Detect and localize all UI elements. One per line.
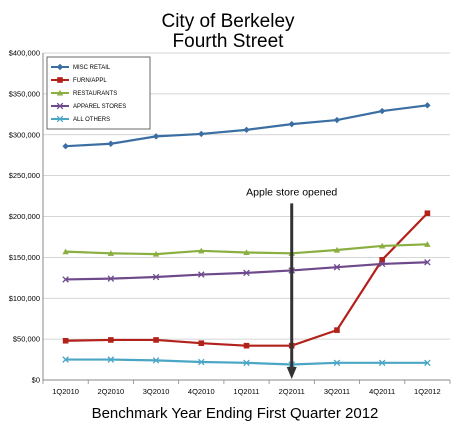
data-point-restaurants — [378, 242, 386, 249]
data-point-furn-appl — [243, 342, 250, 349]
x-tick-label: 1Q2011 — [233, 387, 259, 396]
data-point-restaurants — [107, 250, 115, 256]
series-line-furn-appl — [65, 212, 429, 347]
chart-title: City of Berkeley — [161, 11, 295, 32]
data-point-furn-appl — [424, 210, 431, 217]
data-point-apparel-stores — [198, 271, 205, 278]
y-tick-label: $250,000 — [9, 171, 40, 180]
data-point-all-others — [243, 359, 250, 367]
data-point-apparel-stores — [152, 273, 160, 281]
data-point-misc-retail — [424, 102, 431, 109]
data-point-misc-retail — [243, 126, 250, 134]
data-point-furn-appl — [108, 337, 114, 343]
legend-label-furn-appl: FURN/APPL — [73, 78, 107, 84]
data-point-furn-appl — [334, 327, 340, 333]
data-point-restaurants — [62, 248, 69, 255]
data-point-misc-retail — [152, 133, 160, 140]
data-point-apparel-stores — [243, 269, 250, 277]
legend-label-all-others: ALL OTHERS — [73, 117, 110, 123]
data-point-all-others — [333, 359, 341, 367]
legend-marker-apparel-stores — [56, 102, 64, 110]
data-point-all-others — [378, 359, 386, 367]
data-point-all-others — [62, 356, 69, 363]
legend-label-restaurants: RESTAURANTS — [73, 91, 117, 97]
data-point-misc-retail — [62, 142, 69, 150]
x-tick-label: 1Q2010 — [52, 387, 79, 396]
data-point-restaurants — [424, 241, 431, 247]
legend-marker-furn-appl — [57, 77, 63, 83]
data-point-misc-retail — [378, 107, 386, 115]
data-point-apparel-stores — [424, 259, 431, 266]
x-tick-label: 3Q2011 — [324, 387, 350, 396]
chart-subtitle: Fourth Street — [173, 31, 285, 52]
data-point-furn-appl — [153, 337, 159, 343]
x-axis-label: Benchmark Year Ending First Quarter 2012 — [92, 405, 379, 422]
data-point-apparel-stores — [62, 276, 69, 283]
y-tick-label: $0 — [32, 376, 40, 385]
legend-label-apparel-stores: APPAREL STORES — [73, 104, 126, 110]
x-tick-label: 2Q2010 — [97, 387, 124, 396]
data-point-restaurants — [333, 246, 341, 253]
data-point-restaurants — [243, 249, 250, 256]
data-point-apparel-stores — [333, 263, 341, 271]
data-point-apparel-stores — [107, 275, 115, 282]
data-point-restaurants — [198, 247, 205, 254]
legend-marker-all-others — [56, 115, 64, 123]
data-point-misc-retail — [107, 140, 115, 147]
data-point-restaurants — [152, 250, 160, 257]
x-tick-label: 3Q2010 — [143, 387, 170, 396]
series-line-apparel-stores — [65, 261, 428, 281]
y-tick-label: $150,000 — [9, 253, 40, 262]
legend-marker-misc-retail — [56, 63, 64, 71]
data-point-misc-retail — [288, 120, 295, 128]
data-point-all-others — [424, 359, 431, 367]
legend-label-misc-retail: MISC RETAIL — [73, 65, 111, 71]
y-tick-label: $400,000 — [9, 49, 40, 58]
data-point-all-others — [198, 358, 205, 366]
y-tick-label: $350,000 — [9, 89, 40, 98]
x-tick-label: 4Q2010 — [188, 387, 215, 396]
legend-marker-restaurants — [56, 89, 64, 96]
x-tick-label: 1Q2012 — [414, 387, 441, 396]
data-point-furn-appl — [62, 337, 69, 344]
data-point-apparel-stores — [378, 260, 386, 268]
data-point-misc-retail — [333, 116, 341, 124]
data-point-misc-retail — [198, 130, 205, 138]
data-point-furn-appl — [379, 257, 385, 263]
x-tick-label: 4Q2011 — [369, 387, 395, 396]
plot-area: $0 $50,000 $100,000 $150,000 $200,000 $250,00… — [9, 49, 451, 396]
data-point-furn-appl — [198, 340, 205, 347]
annotation-arrowhead — [286, 367, 297, 379]
y-tick-label: $100,000 — [9, 294, 40, 303]
data-point-all-others — [152, 357, 160, 364]
x-tick-label: 2Q2011 — [279, 387, 305, 396]
y-tick-label: $50,000 — [13, 335, 40, 344]
y-tick-label: $300,000 — [9, 130, 40, 139]
y-tick-label: $200,000 — [9, 212, 40, 221]
annotation-label: Apple store opened — [246, 186, 337, 198]
data-point-all-others — [107, 356, 115, 363]
